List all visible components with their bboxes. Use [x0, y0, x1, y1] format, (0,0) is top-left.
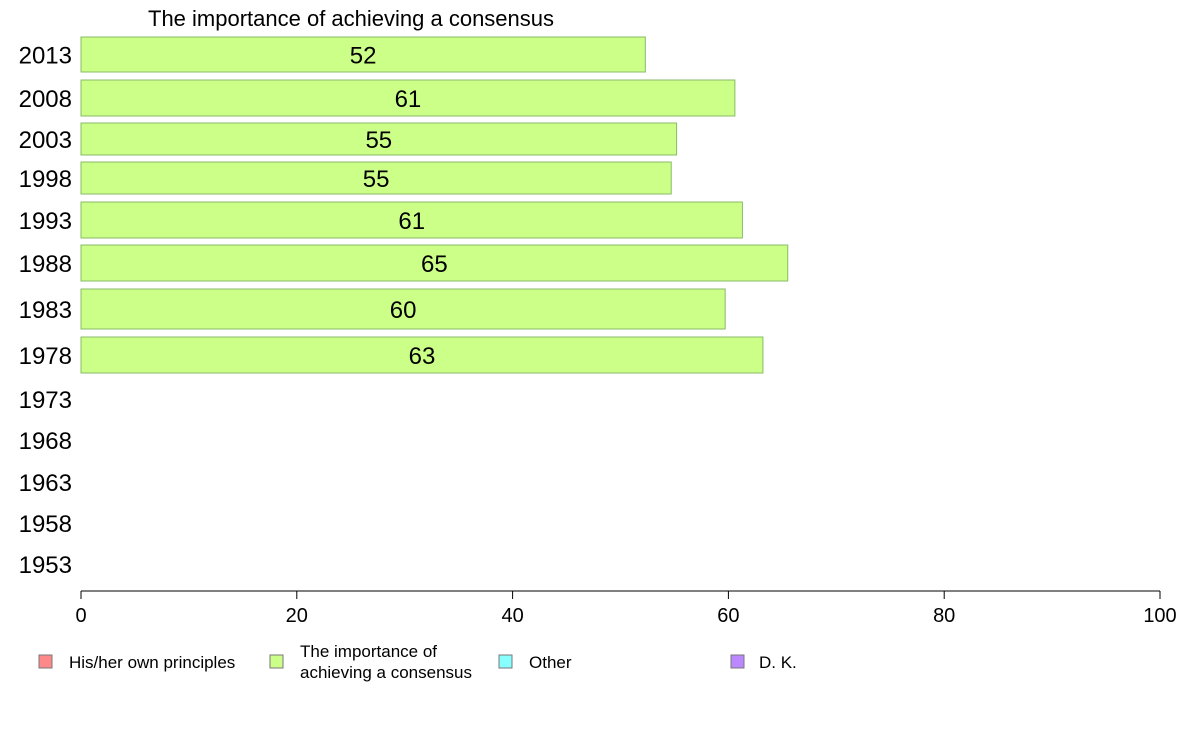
x-tick-label-60: 60	[717, 605, 739, 627]
bar-2008	[80, 79, 736, 117]
legend-item-3: D. K.	[730, 653, 797, 672]
year-label-1988: 1988	[19, 251, 72, 278]
bar-value-label-1988: 65	[421, 251, 448, 278]
legend-item-1-label: The importance of	[300, 642, 437, 661]
year-label-1993: 1993	[19, 208, 72, 235]
year-label-1953: 1953	[19, 552, 72, 579]
legend-item-2-swatch	[498, 654, 513, 669]
chart-title: The importance of achieving a consensus	[148, 6, 554, 31]
year-label-2008: 2008	[19, 86, 72, 113]
x-tick-label-40: 40	[501, 605, 523, 627]
legend-item-0: His/her own principles	[38, 653, 235, 672]
bar-1993	[80, 201, 743, 239]
year-label-1963: 1963	[19, 470, 72, 497]
bar-value-label-1978: 63	[409, 343, 436, 370]
x-tick-label-0: 0	[75, 605, 86, 627]
bar-value-label-2013: 52	[350, 43, 377, 70]
legend-item-1-swatch	[269, 654, 284, 669]
bar-value-label-1993: 61	[398, 208, 425, 235]
bar-value-label-1983: 60	[390, 297, 417, 324]
bar-2013	[80, 36, 646, 73]
x-tick-label-100: 100	[1143, 605, 1176, 627]
year-label-1978: 1978	[19, 343, 72, 370]
bar-1978	[80, 336, 764, 374]
year-label-1998: 1998	[19, 166, 72, 193]
legend-item-0-label: His/her own principles	[69, 653, 235, 672]
x-tick-label-20: 20	[286, 605, 308, 627]
year-label-2003: 2003	[19, 127, 72, 154]
x-tick-label-80: 80	[933, 605, 955, 627]
bar-1998	[80, 161, 672, 195]
legend-item-2-label: Other	[529, 653, 572, 672]
bar-value-label-1998: 55	[363, 166, 390, 193]
bar-2003	[80, 122, 678, 156]
legend-item-2: Other	[498, 653, 572, 672]
legend-item-1-label: achieving a consensus	[300, 663, 472, 682]
year-label-1983: 1983	[19, 297, 72, 324]
legend-item-3-label: D. K.	[759, 653, 797, 672]
year-labels-group: 2013 2008 2003 1998 1993 1988 1983 1978 1973 1968…	[19, 43, 72, 580]
legend-item-1: The importance of achieving a consensus	[269, 642, 472, 682]
bar-value-label-2008: 61	[395, 86, 422, 113]
legend: His/her own principles The importance of a…	[38, 642, 797, 682]
bar-value-label-2003: 55	[365, 127, 392, 154]
bar-1983	[80, 288, 726, 330]
legend-item-0-swatch	[38, 654, 53, 669]
bar-1988	[80, 244, 789, 282]
year-label-2013: 2013	[19, 43, 72, 70]
year-label-1973: 1973	[19, 387, 72, 414]
legend-item-3-swatch	[730, 654, 745, 669]
x-axis: 0 20 40 60 80 100	[75, 590, 1177, 627]
year-label-1958: 1958	[19, 511, 72, 538]
year-label-1968: 1968	[19, 428, 72, 455]
